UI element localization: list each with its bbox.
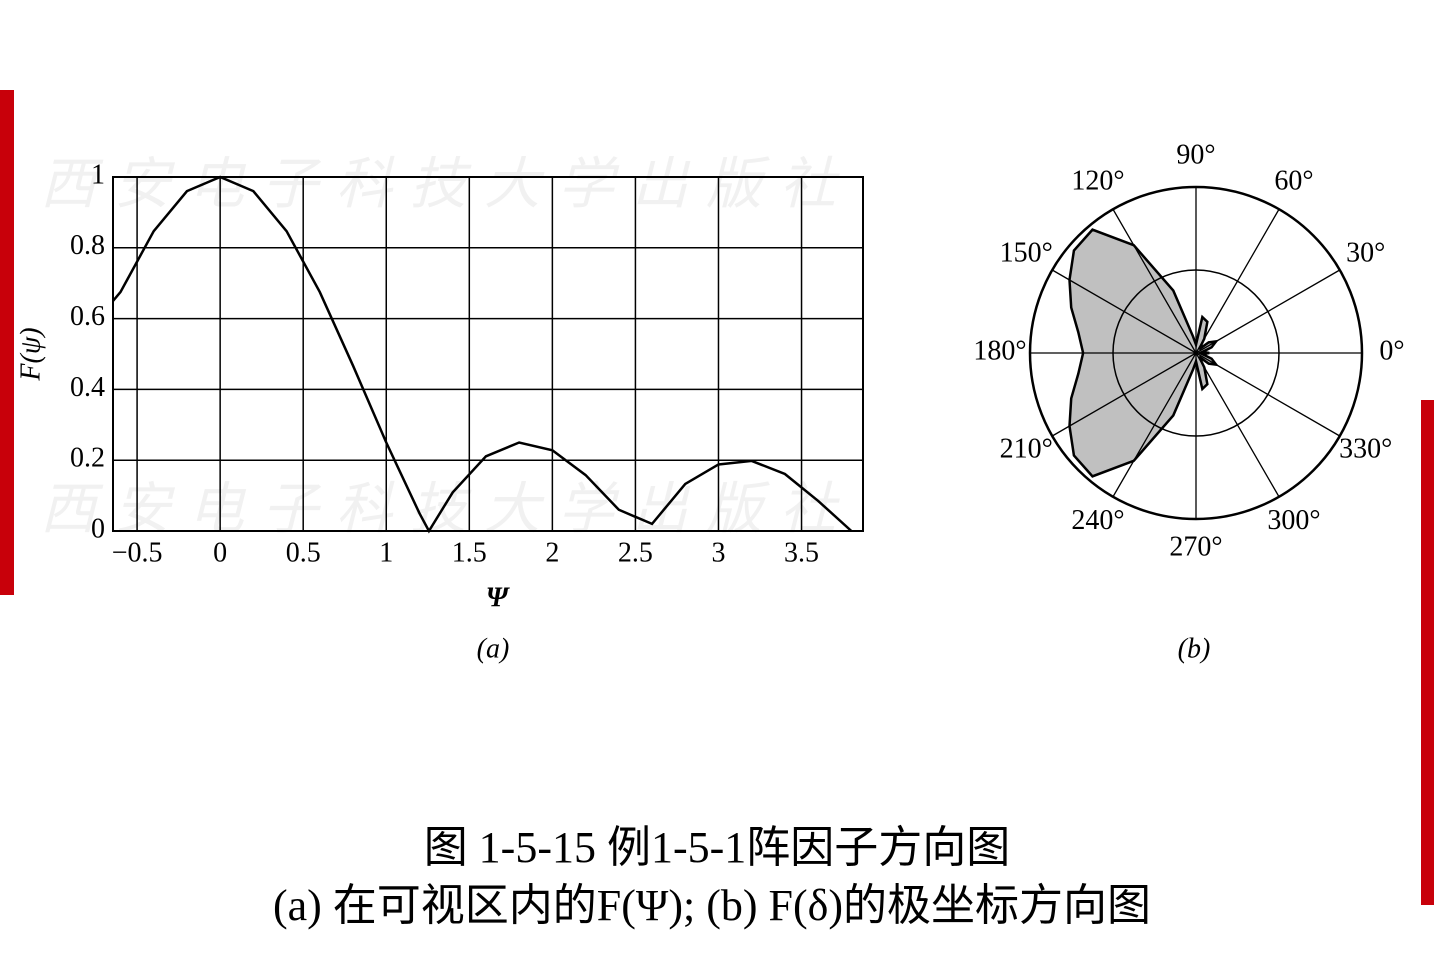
y-tick-label: 0.4 bbox=[70, 372, 105, 403]
angle-label: 90° bbox=[1176, 139, 1215, 170]
caption: (a) 在可视区内的F(Ψ); (b) F(δ)的极坐标方向图 bbox=[273, 881, 1151, 930]
curve bbox=[112, 175, 853, 534]
y-tick-label: 1 bbox=[91, 159, 105, 190]
angle-label: 330° bbox=[1339, 433, 1392, 464]
angle-label: 210° bbox=[1000, 433, 1053, 464]
angle-label: 180° bbox=[973, 335, 1026, 366]
y-tick-label: 0 bbox=[91, 513, 105, 544]
x-tick-label: 1 bbox=[379, 537, 393, 568]
x-tick-label: 2.5 bbox=[618, 537, 653, 568]
angle-label: 0° bbox=[1379, 335, 1404, 366]
y-tick-label: 0.6 bbox=[70, 301, 105, 332]
y-tick-label: 0.8 bbox=[70, 230, 105, 261]
x-axis-label: Ψ bbox=[486, 582, 511, 613]
angle-label: 60° bbox=[1274, 166, 1313, 197]
watermark: 西安电子科技大学出版社 bbox=[40, 154, 854, 216]
x-tick-label: 1.5 bbox=[452, 537, 487, 568]
angle-label: 120° bbox=[1071, 166, 1124, 197]
angle-label: 300° bbox=[1267, 505, 1320, 536]
x-tick-label: 3 bbox=[711, 537, 725, 568]
x-tick-label: 0 bbox=[213, 537, 227, 568]
grid-circle bbox=[1112, 269, 1280, 437]
caption: 图 1-5-15 例1-5-1阵因子方向图 bbox=[424, 823, 1011, 872]
angle-label: 270° bbox=[1169, 531, 1222, 562]
decor-bar bbox=[1421, 400, 1434, 905]
grid-circle bbox=[1028, 185, 1364, 521]
subtitle: (a) bbox=[477, 633, 510, 664]
y-tick-label: 0.2 bbox=[70, 443, 105, 474]
angle-label: 240° bbox=[1071, 505, 1124, 536]
y-axis-label: F(ψ) bbox=[15, 327, 46, 381]
x-tick-label: −0.5 bbox=[112, 537, 163, 568]
angle-label: 30° bbox=[1346, 237, 1385, 268]
decor-bar bbox=[0, 90, 14, 595]
x-tick-label: 2 bbox=[545, 537, 559, 568]
angle-label: 150° bbox=[1000, 237, 1053, 268]
x-tick-label: 0.5 bbox=[286, 537, 321, 568]
subtitle: (b) bbox=[1178, 633, 1211, 664]
x-tick-label: 3.5 bbox=[784, 537, 819, 568]
